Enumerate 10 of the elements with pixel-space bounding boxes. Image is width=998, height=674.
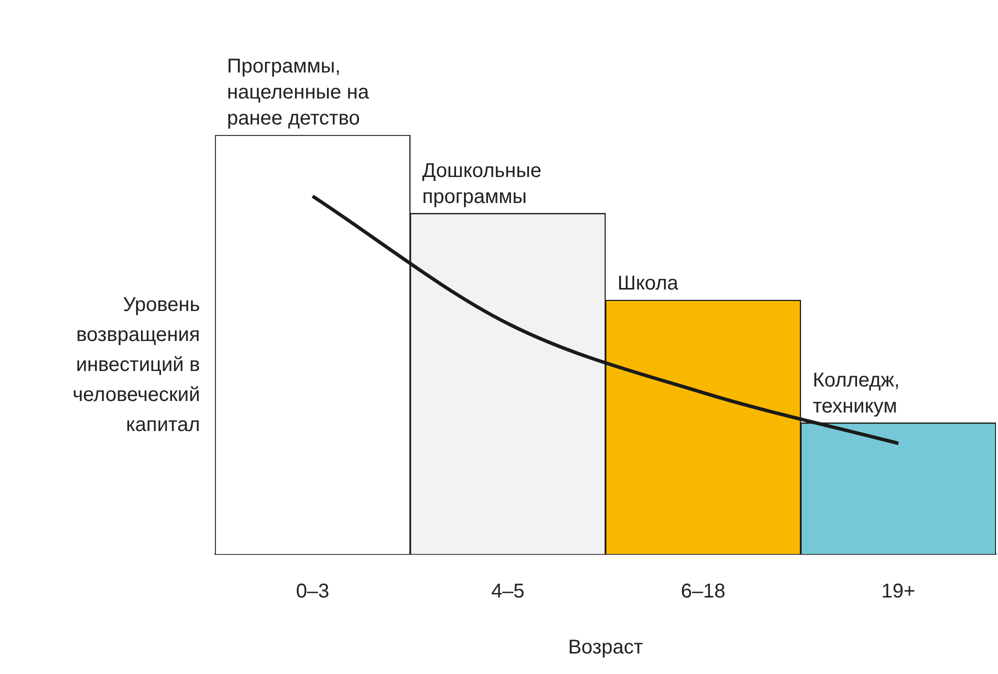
annotation: Программы, нацеленные на ранее детство (227, 56, 370, 130)
x-tick-label: 4–5 (491, 580, 525, 603)
x-tick-label: 0–3 (296, 580, 330, 603)
y-axis-title: Уровень возвращения инвестиций в человеческий капитал (72, 293, 200, 438)
annotation: Дошкольные программы (422, 160, 542, 208)
annotation: Школа (618, 272, 680, 295)
x-axis-title: Возраст (568, 636, 643, 659)
x-tick-label: 19+ (881, 580, 916, 603)
annotation: Колледж, техникум (812, 369, 900, 418)
x-tick-label: 6–18 (680, 580, 726, 603)
